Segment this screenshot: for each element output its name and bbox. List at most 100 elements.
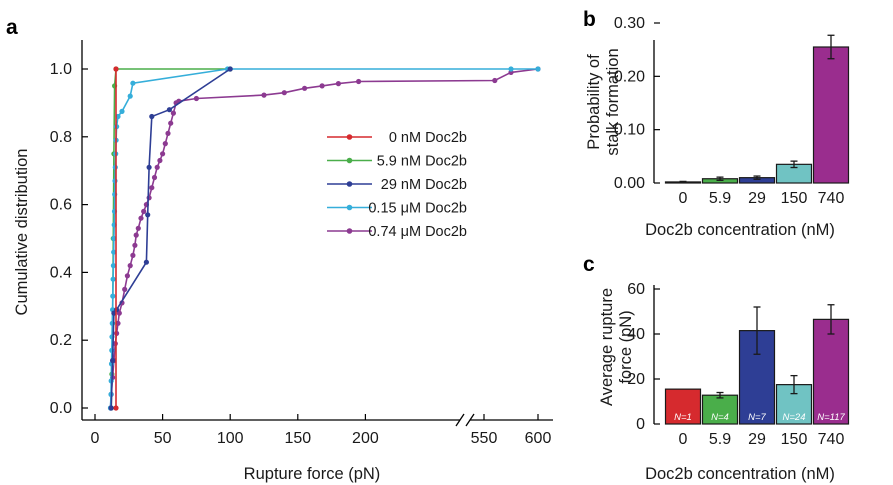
panel-a-data-point xyxy=(135,225,141,231)
panel-b-category-label: 0 xyxy=(679,190,688,207)
panel-a-data-point xyxy=(149,185,155,191)
panel-c-axes: 0 20 40 60 xyxy=(627,281,660,433)
panel-b-y-tick-label: 0.00 xyxy=(614,175,645,192)
panel-b-category-label: 740 xyxy=(818,190,845,207)
panel-a-y-axis-label: Cumulative distribution xyxy=(13,149,31,316)
panel-b-chart: 0.00 0.10 0.20 0.30 0 5.9 29 150 740 Doc2b conc… xyxy=(585,15,850,239)
panel-a-y-tick-label: 0.0 xyxy=(50,400,72,417)
panel-a-data-point xyxy=(146,195,152,201)
panel-a-data-point xyxy=(130,80,136,86)
panel-a-data-point xyxy=(492,77,498,84)
panel-a-data-point xyxy=(319,83,325,89)
panel-a-data-point xyxy=(157,157,163,164)
panel-label-a: a xyxy=(6,16,18,39)
panel-a-data-point xyxy=(302,85,308,91)
panel-a-data-point xyxy=(151,174,158,181)
panel-b-y-axis-label-line2: stalk formation xyxy=(604,48,622,155)
panel-c-category-label: 5.9 xyxy=(709,431,731,448)
panel-a-series-4 xyxy=(107,66,541,411)
panel-a-data-point xyxy=(112,178,118,184)
panel-a-chart: 0 50 100 150 200 550 600 0.0 0.2 0.4 0.6 0.8 1.0 0 n… xyxy=(13,40,553,483)
panel-a-axes xyxy=(81,40,553,427)
panel-b-bar xyxy=(812,46,850,184)
panel-a-data-point xyxy=(165,130,171,136)
panel-c-y-tick-label: 40 xyxy=(627,326,645,343)
panel-a-x-axis-label: Rupture force (pN) xyxy=(244,465,381,483)
panel-a-data-point xyxy=(154,164,160,170)
panel-a-ticks: 0 50 100 150 200 550 600 0.0 0.2 0.4 0.6 0.8 1.0 xyxy=(50,61,552,447)
panel-a-x-tick-label: 0 xyxy=(91,430,100,447)
panel-a-data-point xyxy=(127,93,133,99)
panel-c-n-label: N=7 xyxy=(748,412,766,423)
panel-a-x-tick-label: 50 xyxy=(154,430,172,447)
panel-a-data-point xyxy=(143,259,149,265)
panel-a-data-point xyxy=(149,113,155,120)
panel-c-category-label: 0 xyxy=(679,431,688,448)
panel-a-data-point xyxy=(124,273,130,279)
panel-a-data-point xyxy=(110,293,116,299)
panel-a-data-point xyxy=(160,151,166,157)
panel-a-data-point xyxy=(170,110,176,116)
panel-a-data-point xyxy=(535,66,541,72)
panel-c-chart: 0 20 40 60 0 N=1 5.9 N=4 29 N=7 150 N=24 740 N=117 D… xyxy=(598,281,850,483)
panel-a-data-point xyxy=(356,78,362,85)
panel-a-series-line xyxy=(109,68,538,409)
panel-a-series-1 xyxy=(108,66,233,411)
panel-c-category-label: 29 xyxy=(748,431,766,448)
panel-a-series-2 xyxy=(108,66,233,411)
panel-a-series-line xyxy=(110,68,231,409)
panel-a-y-tick-label: 1.0 xyxy=(50,61,72,78)
panel-a-x-tick-label: 550 xyxy=(471,430,498,447)
panel-label-c: c xyxy=(583,253,595,276)
panel-a-series-0 xyxy=(113,66,119,411)
panel-a-legend-entry: 5.9 nM Doc2b xyxy=(377,154,467,170)
panel-a-y-tick-label: 0.2 xyxy=(50,332,72,349)
panel-a-data-point xyxy=(261,92,267,98)
panel-c-bars: 0 N=1 5.9 N=4 29 N=7 150 N=24 740 N=117 xyxy=(664,304,850,448)
panel-a-series-line xyxy=(109,68,539,409)
panel-a-data-point xyxy=(113,405,119,411)
panel-a-data-point xyxy=(110,357,116,364)
panel-a-y-tick-label: 0.4 xyxy=(50,264,72,281)
panel-label-b: b xyxy=(583,8,596,31)
panel-c-y-tick-label: 60 xyxy=(627,281,645,298)
panel-a-legend-swatch-marker xyxy=(346,181,353,187)
panel-b-y-tick-label: 0.10 xyxy=(614,122,645,139)
panel-c-y-axis-label-line2: force (pN) xyxy=(617,310,635,383)
panel-a-data-point xyxy=(335,81,341,87)
panel-a-legend-swatch-marker xyxy=(346,134,353,140)
panel-c-n-label: N=24 xyxy=(783,412,806,423)
panel-c-bar xyxy=(812,318,850,425)
panel-a-legend-entry: 0 nM Doc2b xyxy=(389,130,467,146)
panel-a-data-point xyxy=(281,90,287,96)
panel-a-data-point xyxy=(133,232,139,238)
panel-a-data-point xyxy=(108,405,114,411)
panel-a-data-point xyxy=(166,107,172,113)
panel-a-legend-entry: 0.15 μM Doc2b xyxy=(368,201,467,217)
panel-a-data-point xyxy=(168,120,174,126)
panel-a-legend-swatch-marker xyxy=(346,204,353,211)
panel-c-category-label: 150 xyxy=(781,431,808,448)
panel-a-series-line xyxy=(110,68,231,409)
panel-b-category-label: 150 xyxy=(781,190,808,207)
panel-a-x-tick-label: 200 xyxy=(352,430,379,447)
panel-a-data-point xyxy=(127,263,133,269)
panel-b-category-label: 5.9 xyxy=(709,190,731,207)
panel-c-n-label: N=117 xyxy=(817,412,845,423)
panel-a-x-tick-label: 600 xyxy=(525,430,552,447)
panel-a-legend-swatch-marker xyxy=(346,228,353,234)
panel-a-x-tick-label: 150 xyxy=(284,430,311,447)
panel-a-data-point xyxy=(162,141,168,147)
panel-a-y-tick-label: 0.8 xyxy=(50,129,72,146)
panel-a-x-tick-label: 100 xyxy=(217,430,244,447)
panel-c-x-axis-label: Doc2b concentration (nM) xyxy=(645,465,835,483)
panel-a-data-point xyxy=(110,263,116,269)
panel-c-y-axis-label-line1: Average rupture xyxy=(598,288,616,406)
panel-a-data-point xyxy=(227,66,233,72)
panel-a-data-point xyxy=(122,286,128,292)
panel-a-data-point xyxy=(110,276,116,282)
panel-c-bar xyxy=(664,388,702,425)
panel-a-legend-swatch-marker xyxy=(346,157,353,164)
panel-c-y-tick-label: 20 xyxy=(627,371,645,388)
